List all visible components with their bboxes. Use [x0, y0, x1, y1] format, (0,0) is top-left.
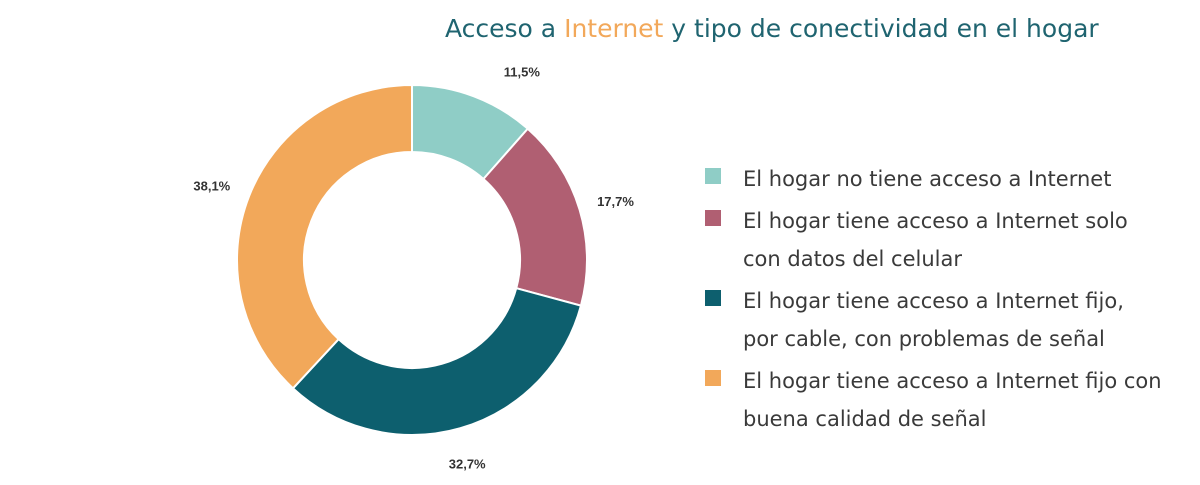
legend-item-fixed-problems: El hogar tiene acceso a Internet fijo, p…: [705, 282, 1163, 358]
legend-item-no-access: El hogar no tiene acceso a Internet: [705, 160, 1163, 198]
donut-chart: 11,5% 17,7% 32,7% 38,1%: [193, 64, 634, 471]
chart-title-part-3: y tipo de conectividad en el hogar: [663, 14, 1099, 43]
data-label: 11,5%: [504, 64, 541, 79]
legend-swatch: [705, 168, 721, 184]
legend-label: El hogar tiene acceso a Internet fijo, p…: [743, 289, 1124, 351]
legend-swatch: [705, 210, 721, 226]
data-label: 17,7%: [597, 194, 634, 209]
slice-fixed-good: [236, 83, 413, 390]
slice-fixed-problems: [291, 286, 583, 436]
legend-label: El hogar tiene acceso a Internet solo co…: [743, 209, 1128, 271]
chart-title-part-1: Acceso a: [445, 14, 565, 43]
legend-item-fixed-good: El hogar tiene acceso a Internet fijo co…: [705, 362, 1163, 438]
legend-item-mobile-data: El hogar tiene acceso a Internet solo co…: [705, 202, 1163, 278]
legend-swatch: [705, 370, 721, 386]
chart-title-highlight: Internet: [564, 14, 664, 43]
legend-swatch: [705, 290, 721, 306]
data-label: 32,7%: [449, 456, 486, 471]
chart-title: Acceso a Internet y tipo de conectividad…: [445, 14, 1099, 43]
chart-legend: El hogar no tiene acceso a Internet El h…: [705, 160, 1163, 442]
legend-label: El hogar tiene acceso a Internet fijo co…: [743, 369, 1162, 431]
legend-label: El hogar no tiene acceso a Internet: [743, 167, 1112, 191]
data-label: 38,1%: [193, 178, 230, 193]
